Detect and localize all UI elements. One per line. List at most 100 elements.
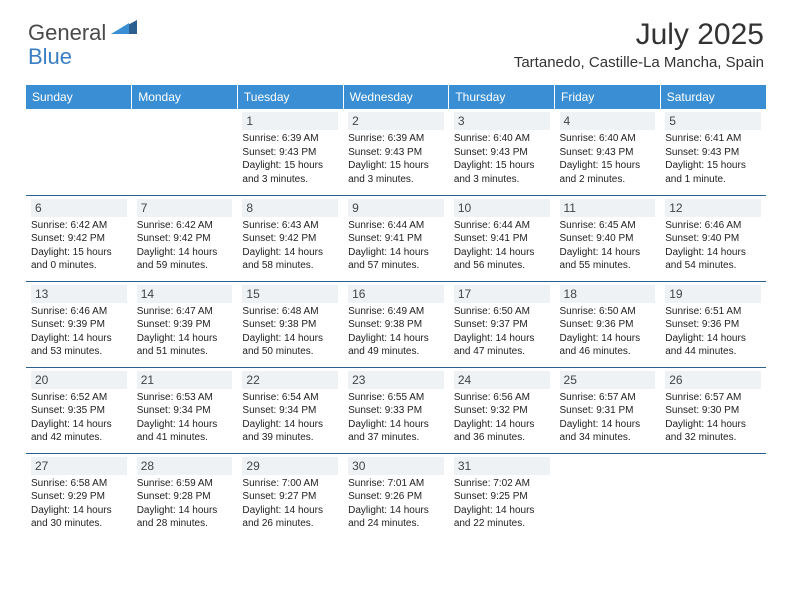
day-number: 16 (348, 285, 444, 303)
weekday-header: Saturday (660, 85, 766, 109)
calendar-day-cell: 3Sunrise: 6:40 AMSunset: 9:43 PMDaylight… (449, 109, 555, 195)
day-info: Sunrise: 6:43 AMSunset: 9:42 PMDaylight:… (242, 219, 338, 273)
calendar-day-cell: 9 Sunrise: 6:44 AMSunset: 9:41 PMDaylight… (343, 195, 449, 281)
day-info: Sunrise: 6:40 AMSunset: 9:43 PMDaylight:… (560, 132, 656, 186)
calendar-day-cell: 8 Sunrise: 6:43 AMSunset: 9:42 PMDaylight… (237, 195, 343, 281)
day-info: Sunrise: 6:39 AMSunset: 9:43 PMDaylight:… (242, 132, 338, 186)
calendar-day-cell: 7 Sunrise: 6:42 AMSunset: 9:42 PMDaylight… (132, 195, 238, 281)
day-info: Sunrise: 6:50 AMSunset: 9:37 PMDaylight:… (454, 305, 550, 359)
weekday-header-row: Sunday Monday Tuesday Wednesday Thursday… (26, 85, 766, 109)
calendar-day-cell (660, 453, 766, 539)
day-info: Sunrise: 6:56 AMSunset: 9:32 PMDaylight:… (454, 391, 550, 445)
calendar-day-cell: 30 Sunrise: 7:01 AMSunset: 9:26 PMDayligh… (343, 453, 449, 539)
day-number: 21 (137, 371, 233, 389)
calendar-week-row: 27 Sunrise: 6:58 AMSunset: 9:29 PMDayligh… (26, 453, 766, 539)
day-info: Sunrise: 6:42 AMSunset: 9:42 PMDaylight:… (137, 219, 233, 273)
day-info: Sunrise: 6:42 AMSunset: 9:42 PMDaylight:… (31, 219, 127, 273)
day-number: 15 (242, 285, 338, 303)
day-info: Sunrise: 7:01 AMSunset: 9:26 PMDaylight:… (348, 477, 444, 531)
day-number: 26 (665, 371, 761, 389)
calendar-day-cell: 14Sunrise: 6:47 AMSunset: 9:39 PMDayligh… (132, 281, 238, 367)
day-number: 31 (454, 457, 550, 475)
day-info: Sunrise: 6:46 AMSunset: 9:40 PMDaylight:… (665, 219, 761, 273)
calendar-day-cell: 6Sunrise: 6:42 AMSunset: 9:42 PMDaylight… (26, 195, 132, 281)
brand-text-general: General (28, 20, 106, 46)
day-info: Sunrise: 6:44 AMSunset: 9:41 PMDaylight:… (454, 219, 550, 273)
day-number: 22 (242, 371, 338, 389)
calendar-day-cell: 16 Sunrise: 6:49 AMSunset: 9:38 PMDayligh… (343, 281, 449, 367)
day-info: Sunrise: 6:53 AMSunset: 9:34 PMDaylight:… (137, 391, 233, 445)
day-number: 8 (242, 199, 338, 217)
day-number: 24 (454, 371, 550, 389)
day-info: Sunrise: 6:44 AMSunset: 9:41 PMDaylight:… (348, 219, 444, 273)
calendar-body: 1 Sunrise: 6:39 AMSunset: 9:43 PMDaylight… (26, 109, 766, 539)
day-info: Sunrise: 6:46 AMSunset: 9:39 PMDaylight:… (31, 305, 127, 359)
calendar-day-cell: 24 Sunrise: 6:56 AMSunset: 9:32 PMDayligh… (449, 367, 555, 453)
brand-logo: General (28, 18, 139, 47)
calendar-week-row: 20 Sunrise: 6:52 AMSunset: 9:35 PMDayligh… (26, 367, 766, 453)
calendar-day-cell: 15Sunrise: 6:48 AMSunset: 9:38 PMDayligh… (237, 281, 343, 367)
day-number: 10 (454, 199, 550, 217)
day-info: Sunrise: 6:52 AMSunset: 9:35 PMDaylight:… (31, 391, 127, 445)
calendar-day-cell (555, 453, 661, 539)
day-number: 25 (560, 371, 656, 389)
day-number: 20 (31, 371, 127, 389)
day-info: Sunrise: 6:58 AMSunset: 9:29 PMDaylight:… (31, 477, 127, 531)
day-number: 13 (31, 285, 127, 303)
calendar-day-cell: 22 Sunrise: 6:54 AMSunset: 9:34 PMDayligh… (237, 367, 343, 453)
day-number: 19 (665, 285, 761, 303)
calendar-day-cell: 27 Sunrise: 6:58 AMSunset: 9:29 PMDayligh… (26, 453, 132, 539)
day-number: 30 (348, 457, 444, 475)
day-number: 28 (137, 457, 233, 475)
day-number: 7 (137, 199, 233, 217)
weekday-header: Monday (132, 85, 238, 109)
day-number: 4 (560, 112, 656, 130)
header: General July 2025 Tartanedo, Castille-La… (0, 0, 792, 75)
day-number: 11 (560, 199, 656, 217)
weekday-header: Friday (555, 85, 661, 109)
day-number: 2 (348, 112, 444, 130)
calendar-day-cell (132, 109, 238, 195)
day-number: 14 (137, 285, 233, 303)
weekday-header: Sunday (26, 85, 132, 109)
day-number: 1 (242, 112, 338, 130)
day-number: 9 (348, 199, 444, 217)
brand-triangle-icon (111, 18, 137, 39)
calendar-table: Sunday Monday Tuesday Wednesday Thursday… (26, 85, 766, 539)
calendar-day-cell (26, 109, 132, 195)
day-info: Sunrise: 6:50 AMSunset: 9:36 PMDaylight:… (560, 305, 656, 359)
calendar-week-row: 13 Sunrise: 6:46 AMSunset: 9:39 PMDayligh… (26, 281, 766, 367)
day-info: Sunrise: 6:54 AMSunset: 9:34 PMDaylight:… (242, 391, 338, 445)
calendar-day-cell: 23Sunrise: 6:55 AMSunset: 9:33 PMDayligh… (343, 367, 449, 453)
calendar-day-cell: 11Sunrise: 6:45 AMSunset: 9:40 PMDayligh… (555, 195, 661, 281)
calendar-day-cell: 5Sunrise: 6:41 AMSunset: 9:43 PMDaylight… (660, 109, 766, 195)
day-number: 3 (454, 112, 550, 130)
day-number: 17 (454, 285, 550, 303)
weekday-header: Wednesday (343, 85, 449, 109)
day-info: Sunrise: 7:02 AMSunset: 9:25 PMDaylight:… (454, 477, 550, 531)
calendar-week-row: 1 Sunrise: 6:39 AMSunset: 9:43 PMDaylight… (26, 109, 766, 195)
day-info: Sunrise: 6:39 AMSunset: 9:43 PMDaylight:… (348, 132, 444, 186)
calendar-day-cell: 28Sunrise: 6:59 AMSunset: 9:28 PMDayligh… (132, 453, 238, 539)
calendar-day-cell: 25Sunrise: 6:57 AMSunset: 9:31 PMDayligh… (555, 367, 661, 453)
calendar-day-cell: 2 Sunrise: 6:39 AMSunset: 9:43 PMDaylight… (343, 109, 449, 195)
calendar-day-cell: 10 Sunrise: 6:44 AMSunset: 9:41 PMDayligh… (449, 195, 555, 281)
day-info: Sunrise: 6:41 AMSunset: 9:43 PMDaylight:… (665, 132, 761, 186)
title-block: July 2025 Tartanedo, Castille-La Mancha,… (514, 18, 764, 71)
calendar-day-cell: 13 Sunrise: 6:46 AMSunset: 9:39 PMDayligh… (26, 281, 132, 367)
calendar-day-cell: 21 Sunrise: 6:53 AMSunset: 9:34 PMDayligh… (132, 367, 238, 453)
day-number: 12 (665, 199, 761, 217)
calendar-day-cell: 17 Sunrise: 6:50 AMSunset: 9:37 PMDayligh… (449, 281, 555, 367)
weekday-header: Tuesday (237, 85, 343, 109)
day-number: 27 (31, 457, 127, 475)
calendar-day-cell: 29Sunrise: 7:00 AMSunset: 9:27 PMDayligh… (237, 453, 343, 539)
calendar-day-cell: 12 Sunrise: 6:46 AMSunset: 9:40 PMDayligh… (660, 195, 766, 281)
calendar-day-cell: 18Sunrise: 6:50 AMSunset: 9:36 PMDayligh… (555, 281, 661, 367)
calendar-day-cell: 1 Sunrise: 6:39 AMSunset: 9:43 PMDaylight… (237, 109, 343, 195)
location-text: Tartanedo, Castille-La Mancha, Spain (514, 54, 764, 71)
day-info: Sunrise: 6:55 AMSunset: 9:33 PMDaylight:… (348, 391, 444, 445)
calendar-day-cell: 20 Sunrise: 6:52 AMSunset: 9:35 PMDayligh… (26, 367, 132, 453)
calendar-day-cell: 19Sunrise: 6:51 AMSunset: 9:36 PMDayligh… (660, 281, 766, 367)
day-info: Sunrise: 6:57 AMSunset: 9:30 PMDaylight:… (665, 391, 761, 445)
day-info: Sunrise: 6:49 AMSunset: 9:38 PMDaylight:… (348, 305, 444, 359)
